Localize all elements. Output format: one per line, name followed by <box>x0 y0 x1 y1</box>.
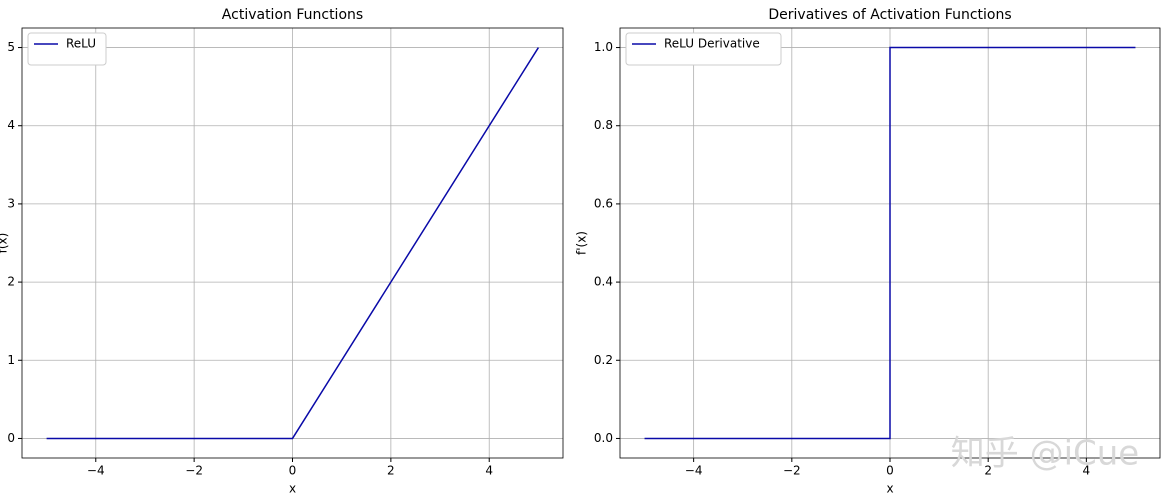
plot-frame <box>619 27 1161 459</box>
x-tick-label: −2 <box>783 464 801 478</box>
y-tick-label: 2 <box>7 275 15 289</box>
x-tick-label: 2 <box>387 464 395 478</box>
plot-frame <box>21 27 564 459</box>
x-tick-label: 4 <box>1083 464 1091 478</box>
x-tick-label: 0 <box>886 464 894 478</box>
y-tick-label: 1 <box>7 353 15 367</box>
y-axis-label: f(x) <box>0 233 10 254</box>
y-axis-label: f'(x) <box>575 231 589 255</box>
chart: −4 −2 0 2 4 0.0 0.2 0.4 0.6 0.8 1.0 Derivatives of … <box>575 7 1161 496</box>
y-tick-label: 3 <box>7 196 15 210</box>
y-tick-label: 0.2 <box>594 353 613 367</box>
y-tick-label: 4 <box>7 118 15 132</box>
x-tick-label: 4 <box>485 464 493 478</box>
y-tick-label: 0.8 <box>594 118 613 132</box>
x-tick-label: −2 <box>185 464 203 478</box>
x-tick-label: −4 <box>685 464 703 478</box>
y-tick-label: 0.0 <box>594 431 613 445</box>
x-tick-label: 2 <box>984 464 992 478</box>
y-tick-label: 0.6 <box>594 196 613 210</box>
y-tick-label: 5 <box>7 40 15 54</box>
x-axis-label: x <box>886 482 893 496</box>
y-tick-label: 0.4 <box>594 275 613 289</box>
chart-title: Derivatives of Activation Functions <box>768 7 1011 23</box>
legend-label: ReLU Derivative <box>664 37 760 51</box>
x-tick-label: −4 <box>87 464 105 478</box>
x-axis-label: x <box>289 482 296 496</box>
y-tick-label: 1.0 <box>594 40 613 54</box>
legend-box <box>27 32 107 66</box>
y-tick-label: 0 <box>7 431 15 445</box>
legend-label: ReLU <box>66 37 96 51</box>
data-line <box>46 47 540 440</box>
x-tick-label: 0 <box>289 464 297 478</box>
chart: −4 −2 0 2 4 0 1 2 3 4 5 Activation Functions x f(x) Re… <box>0 7 564 496</box>
legend-box <box>625 32 782 66</box>
data-line <box>644 46 1136 440</box>
watermark: 知乎 @iCue <box>951 434 1139 474</box>
chart-title: Activation Functions <box>222 7 363 23</box>
